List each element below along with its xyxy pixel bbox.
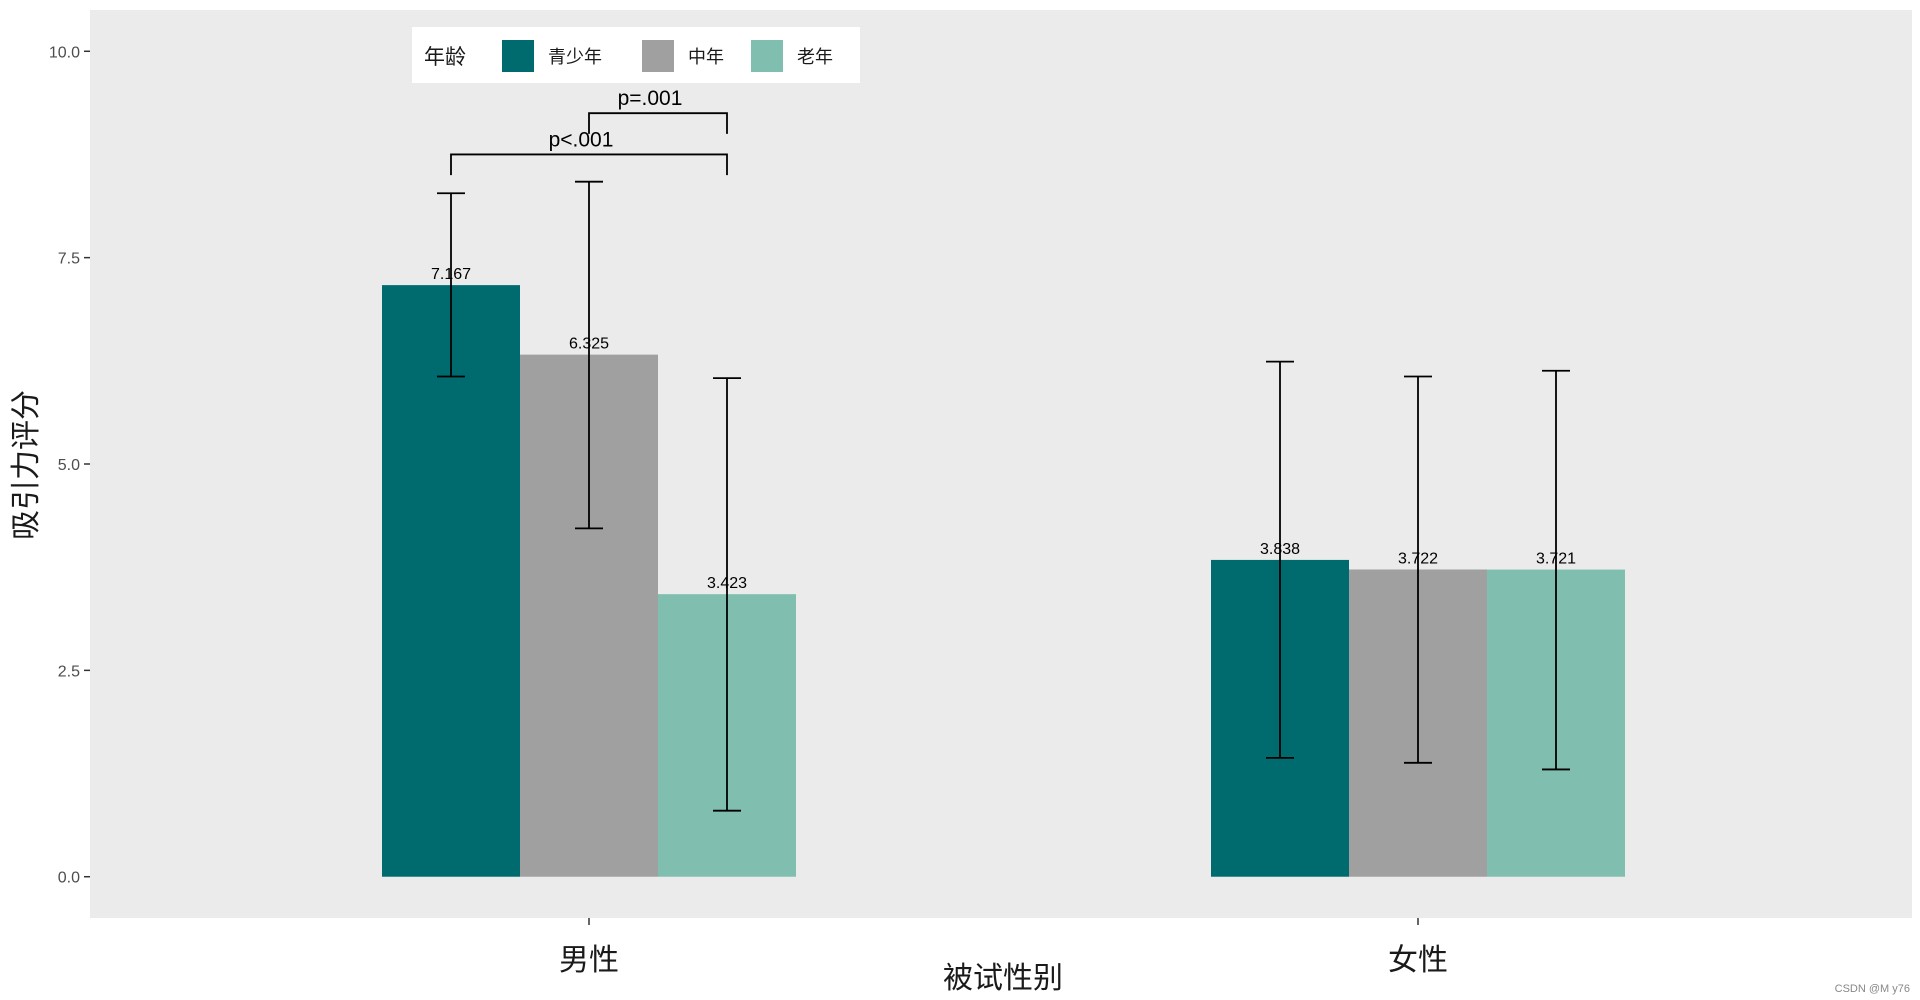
x-axis: 男性 女性 [559, 918, 1448, 978]
value-label: 3.722 [1398, 550, 1438, 567]
y-axis: 0.0 2.5 5.0 7.5 10.0 [49, 44, 90, 887]
error-bars-group [437, 180, 1570, 812]
legend-swatch [502, 40, 534, 72]
significance-label: p<.001 [549, 128, 614, 151]
value-label: 3.838 [1260, 541, 1300, 558]
significance-bracket [450, 153, 728, 176]
value-label: 3.423 [707, 575, 747, 592]
legend-swatch [642, 40, 674, 72]
x-tick-label: 女性 [1388, 943, 1448, 978]
significance-label: p=.001 [618, 87, 683, 110]
significance-bracket [588, 112, 728, 134]
y-tick-label: 7.5 [58, 251, 80, 268]
x-tick-label: 男性 [559, 943, 619, 978]
legend: 年龄 青少年 中年 老年 [412, 27, 860, 83]
value-label: 6.325 [569, 336, 609, 353]
legend-label: 中年 [688, 47, 724, 68]
bars-group [382, 285, 1625, 877]
legend-label: 青少年 [548, 47, 602, 68]
bar [382, 285, 520, 877]
value-label: 7.167 [431, 266, 471, 283]
x-axis-title: 被试性别 [943, 961, 1063, 996]
y-tick-label: 5.0 [58, 457, 80, 474]
value-labels-group: 7.167 3.838 6.325 3.722 3.423 3.721 [431, 266, 1576, 592]
watermark: CSDN @M y76 [1835, 983, 1910, 995]
y-tick-label: 10.0 [49, 44, 80, 61]
legend-swatch [751, 40, 783, 72]
y-axis-title: 吸引力评分 [9, 390, 44, 540]
y-tick-label: 2.5 [58, 663, 80, 680]
legend-label: 老年 [797, 47, 833, 68]
plot-panel [90, 10, 1912, 918]
legend-title: 年龄 [424, 45, 466, 69]
legend-background [412, 27, 860, 83]
y-tick-label: 0.0 [58, 870, 80, 887]
value-label: 3.721 [1536, 551, 1576, 568]
